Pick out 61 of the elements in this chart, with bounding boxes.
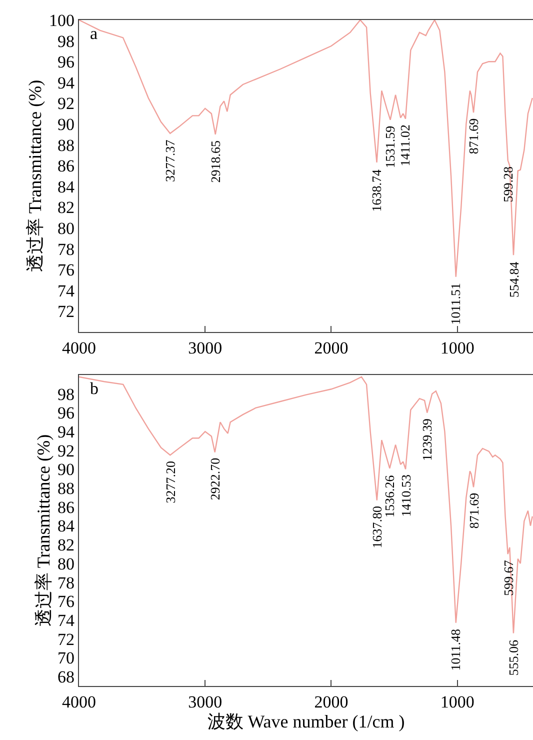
annotation: 554.84 xyxy=(506,261,522,298)
x-tick-label: 4000 xyxy=(62,338,96,358)
y-tick-label: 74 xyxy=(58,281,75,300)
annotation: b xyxy=(90,379,98,398)
x-tick-label: 3000 xyxy=(188,338,222,358)
annotation: 555.06 xyxy=(506,639,522,676)
x-axis-title: 波数 Wave number (1/cm ) xyxy=(207,712,405,732)
annotation: 1011.51 xyxy=(448,282,463,325)
annotation: 599.67 xyxy=(500,560,516,596)
y-tick-label: 76 xyxy=(58,260,74,280)
y-tick-label: 82 xyxy=(58,536,74,555)
annotation: a xyxy=(90,24,98,43)
x-tick-label: 2000 xyxy=(314,692,348,712)
annotation: 1531.59 xyxy=(382,126,398,168)
y-tick-label: 86 xyxy=(58,156,74,176)
y-tick-label: 84 xyxy=(58,177,75,196)
y-tick-label: 94 xyxy=(58,73,75,92)
annotation: 3277.37 xyxy=(162,139,178,182)
y-tick-label: 96 xyxy=(58,404,74,423)
annotation: 1011.48 xyxy=(448,628,464,671)
y-tick-label: 98 xyxy=(58,32,74,51)
y-axis-title: 透过率 Transmittance (%) xyxy=(34,434,54,627)
annotation: 2922.70 xyxy=(208,458,223,500)
y-tick-label: 100 xyxy=(49,10,74,30)
y-tick-label: 94 xyxy=(58,422,75,442)
y-tick-label: 98 xyxy=(58,384,74,404)
annotation: 1411.02 xyxy=(398,124,413,166)
annotation: 871.69 xyxy=(466,492,482,529)
y-tick-label: 74 xyxy=(58,610,75,630)
y-tick-label: 78 xyxy=(58,573,74,592)
annotation: 599.28 xyxy=(500,166,516,202)
y-tick-label: 90 xyxy=(58,460,74,480)
annotation: 1410.53 xyxy=(398,474,414,517)
x-tick-label: 4000 xyxy=(62,692,96,712)
y-tick-label: 70 xyxy=(58,648,74,668)
x-tick-label: 2000 xyxy=(314,338,348,358)
y-tick-label: 84 xyxy=(58,516,75,536)
x-tick-label: 1000 xyxy=(440,692,474,712)
y-tick-label: 86 xyxy=(58,498,74,517)
y-tick-label: 68 xyxy=(58,668,74,687)
y-tick-label: 96 xyxy=(58,52,74,72)
annotation: 1239.39 xyxy=(419,418,434,461)
x-tick-label: 1000 xyxy=(440,338,474,358)
y-tick-label: 72 xyxy=(58,630,74,649)
y-tick-label: 92 xyxy=(58,441,74,460)
x-tick-label: 3000 xyxy=(188,692,222,712)
y-tick-label: 88 xyxy=(58,479,74,498)
annotation: 2918.65 xyxy=(208,140,223,183)
annotation: 1638.74 xyxy=(368,169,384,212)
annotation: 3277.20 xyxy=(163,461,178,504)
y-tick-label: 80 xyxy=(58,554,74,574)
y-tick-label: 92 xyxy=(58,94,74,114)
y-tick-label: 78 xyxy=(58,240,74,259)
y-tick-label: 90 xyxy=(58,114,74,134)
y-tick-label: 88 xyxy=(58,136,74,155)
y-tick-label: 82 xyxy=(58,198,74,218)
y-tick-label: 80 xyxy=(58,218,74,238)
y-tick-label: 72 xyxy=(58,302,74,322)
y-axis-title: 透过率 Transmittance (%) xyxy=(25,80,46,272)
annotation: 871.69 xyxy=(466,118,481,154)
y-tick-label: 76 xyxy=(58,592,74,612)
